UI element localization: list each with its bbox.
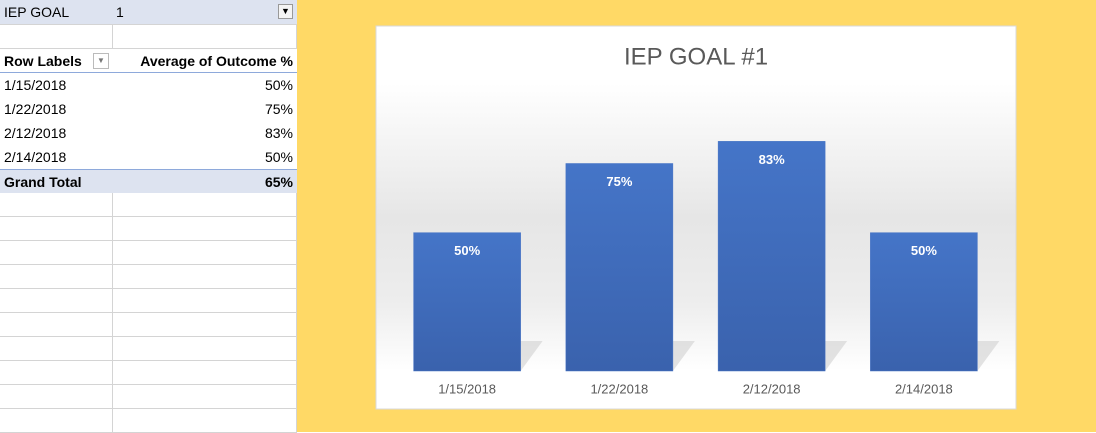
row-label: 2/14/2018 [0,145,112,169]
bar [565,163,674,372]
grid-line [0,384,297,385]
filter-label: IEP GOAL [0,0,112,24]
spreadsheet: IEP GOAL 1 ▼ Row Labels ▼ Average of Outcome … [0,0,297,433]
data-label: 50% [454,243,480,258]
total-value: 65% [112,169,297,193]
grid-line [0,312,297,313]
grid-line [0,288,297,289]
filter-button[interactable]: ▼ [278,4,293,19]
bar-shadow [520,341,543,371]
chart-area: IEP GOAL #1 1/15/2018 50% 1/22/2018 75% 2/12… [297,0,1096,432]
row-label: 1/22/2018 [0,97,112,121]
grid-line [0,48,297,49]
bar [413,232,521,372]
dropdown-button[interactable]: ▼ [93,53,109,69]
grid-line [0,240,297,241]
grid-line [0,408,297,409]
bar-shadow [977,341,1000,371]
row-value: 50% [112,145,297,169]
row-value: 83% [112,121,297,145]
bar [870,232,978,372]
bar [717,141,826,372]
grid-line [0,264,297,265]
x-tick-label: 1/22/2018 [590,381,648,396]
bar-shadow [825,341,848,371]
bar-shadow [672,341,695,371]
total-label: Grand Total [0,169,112,193]
data-label: 83% [759,152,785,167]
row-value: 50% [112,73,297,97]
grid-line [0,360,297,361]
header-cell: Average of Outcome % [112,49,297,73]
grid-line [112,0,113,432]
grid-line [0,336,297,337]
chart-title: IEP GOAL #1 [624,43,768,70]
filter-value: 1 [112,0,297,24]
x-tick-label: 2/12/2018 [743,381,801,396]
x-tick-label: 1/15/2018 [438,381,496,396]
data-label: 75% [606,174,632,189]
row-label: 1/15/2018 [0,73,112,97]
data-label: 50% [911,243,937,258]
x-tick-label: 2/14/2018 [895,381,953,396]
grid-line [0,216,297,217]
grid-line [0,24,297,25]
grid-line [296,0,297,432]
row-value: 75% [112,97,297,121]
row-label: 2/12/2018 [0,121,112,145]
